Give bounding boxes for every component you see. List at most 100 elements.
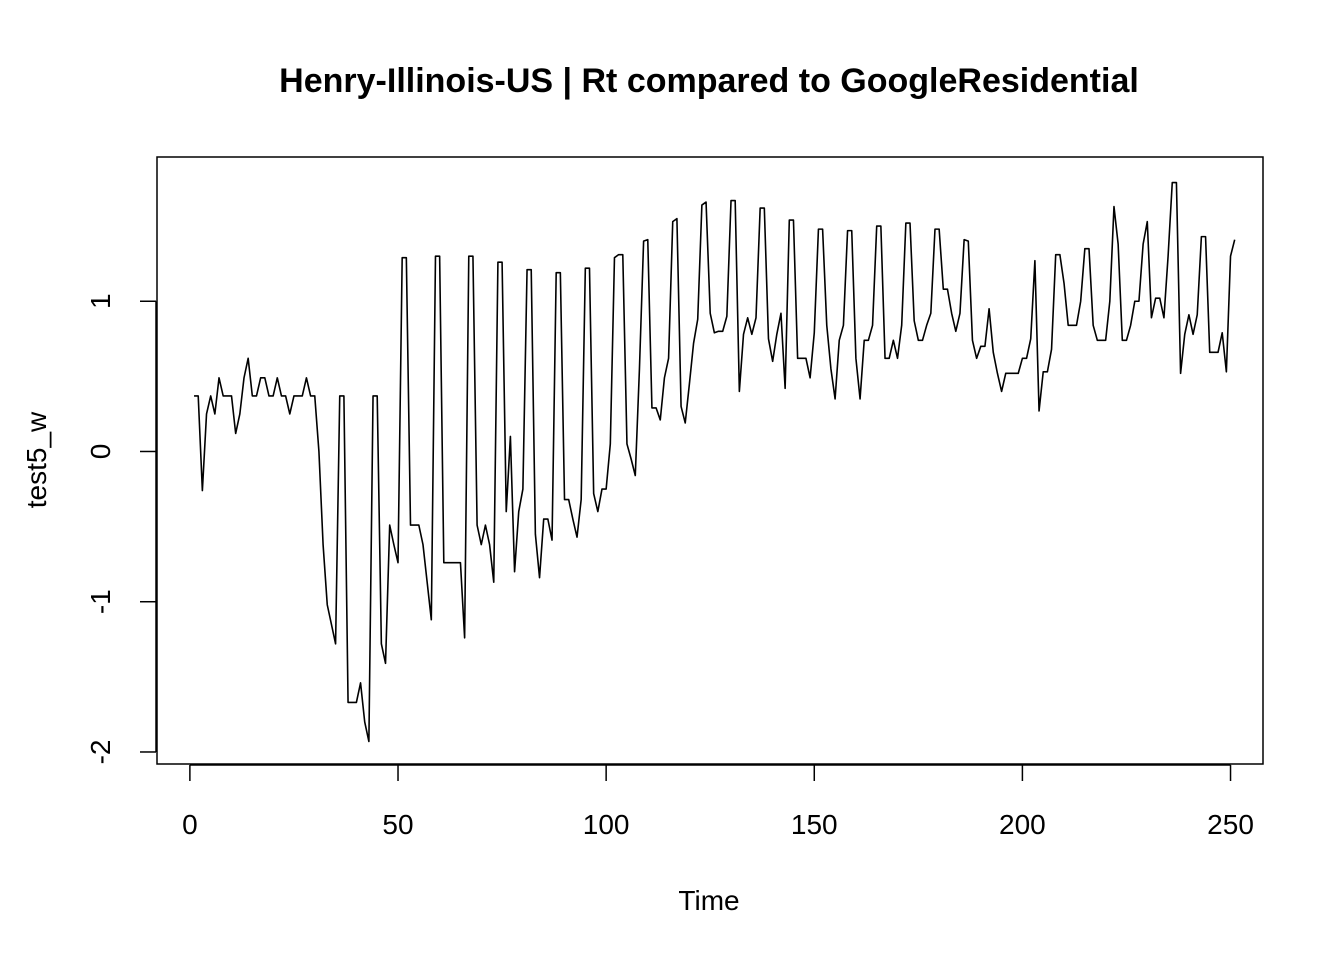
data-point: [1047, 371, 1048, 372]
data-point: [560, 272, 561, 273]
x-tick-label: 150: [791, 809, 838, 840]
data-point: [1197, 314, 1198, 315]
data-point: [1209, 352, 1210, 353]
data-point: [1138, 301, 1139, 302]
data-point: [564, 499, 565, 500]
data-point: [726, 316, 727, 317]
data-point: [1009, 373, 1010, 374]
data-point: [1043, 371, 1044, 372]
data-point: [468, 256, 469, 257]
data-point: [714, 332, 715, 333]
data-point: [302, 395, 303, 396]
data-point: [1063, 283, 1064, 284]
data-point: [676, 218, 677, 219]
data-point: [976, 358, 977, 359]
data-point: [1109, 301, 1110, 302]
data-point: [651, 407, 652, 408]
data-point: [385, 663, 386, 664]
data-point: [439, 256, 440, 257]
data-point: [826, 325, 827, 326]
data-point: [252, 395, 253, 396]
data-point: [1088, 248, 1089, 249]
data-point: [364, 721, 365, 722]
data-point: [231, 395, 232, 396]
data-point: [1155, 298, 1156, 299]
data-point: [639, 368, 640, 369]
data-point: [1055, 254, 1056, 255]
data-point: [1105, 340, 1106, 341]
data-point: [1013, 373, 1014, 374]
data-point: [643, 241, 644, 242]
x-tick-label: 250: [1207, 809, 1254, 840]
data-point: [514, 571, 515, 572]
data-point: [955, 331, 956, 332]
data-point: [1230, 256, 1231, 257]
data-point: [1113, 206, 1114, 207]
data-point: [1038, 410, 1039, 411]
data-point: [1118, 244, 1119, 245]
data-point: [635, 475, 636, 476]
y-axis: -2 -1 0 1: [85, 293, 157, 764]
data-point: [1076, 325, 1077, 326]
data-point: [210, 395, 211, 396]
data-point: [393, 544, 394, 545]
data-point: [447, 562, 448, 563]
data-point: [610, 443, 611, 444]
plot-frame: [156, 156, 1264, 765]
data-point: [801, 358, 802, 359]
data-point: [626, 443, 627, 444]
data-point: [989, 308, 990, 309]
data-point: [839, 340, 840, 341]
data-point: [268, 395, 269, 396]
data-point: [256, 395, 257, 396]
data-point: [397, 562, 398, 563]
data-point: [198, 395, 199, 396]
data-point: [243, 377, 244, 378]
data-point: [1192, 334, 1193, 335]
data-point: [356, 702, 357, 703]
y-tick-label: 1: [85, 293, 116, 309]
data-point: [493, 582, 494, 583]
data-point: [331, 624, 332, 625]
data-point: [352, 702, 353, 703]
data-point: [343, 395, 344, 396]
data-point: [730, 200, 731, 201]
data-point: [814, 332, 815, 333]
data-point: [1163, 317, 1164, 318]
x-axis-label: Time: [678, 885, 739, 916]
data-point: [951, 313, 952, 314]
data-point: [422, 544, 423, 545]
data-point: [984, 346, 985, 347]
data-point: [884, 358, 885, 359]
data-point: [789, 220, 790, 221]
data-point: [876, 226, 877, 227]
data-point: [1180, 373, 1181, 374]
data-point: [693, 343, 694, 344]
data-point: [576, 537, 577, 538]
data-point: [460, 562, 461, 563]
data-point: [1217, 352, 1218, 353]
data-point: [377, 395, 378, 396]
data-point: [572, 519, 573, 520]
data-point: [472, 256, 473, 257]
data-point: [452, 562, 453, 563]
data-point: [934, 229, 935, 230]
data-point: [1030, 338, 1031, 339]
data-point: [647, 239, 648, 240]
data-point: [1005, 373, 1006, 374]
data-point: [535, 534, 536, 535]
data-point: [1072, 325, 1073, 326]
data-point: [1188, 314, 1189, 315]
data-point: [456, 562, 457, 563]
data-point: [1172, 182, 1173, 183]
data-point: [889, 358, 890, 359]
data-point: [522, 488, 523, 489]
data-point: [543, 519, 544, 520]
data-point: [239, 413, 240, 414]
data-point: [689, 383, 690, 384]
data-point: [1134, 301, 1135, 302]
data-point: [760, 207, 761, 208]
data-point: [281, 395, 282, 396]
x-tick-label: 200: [999, 809, 1046, 840]
data-point: [206, 413, 207, 414]
